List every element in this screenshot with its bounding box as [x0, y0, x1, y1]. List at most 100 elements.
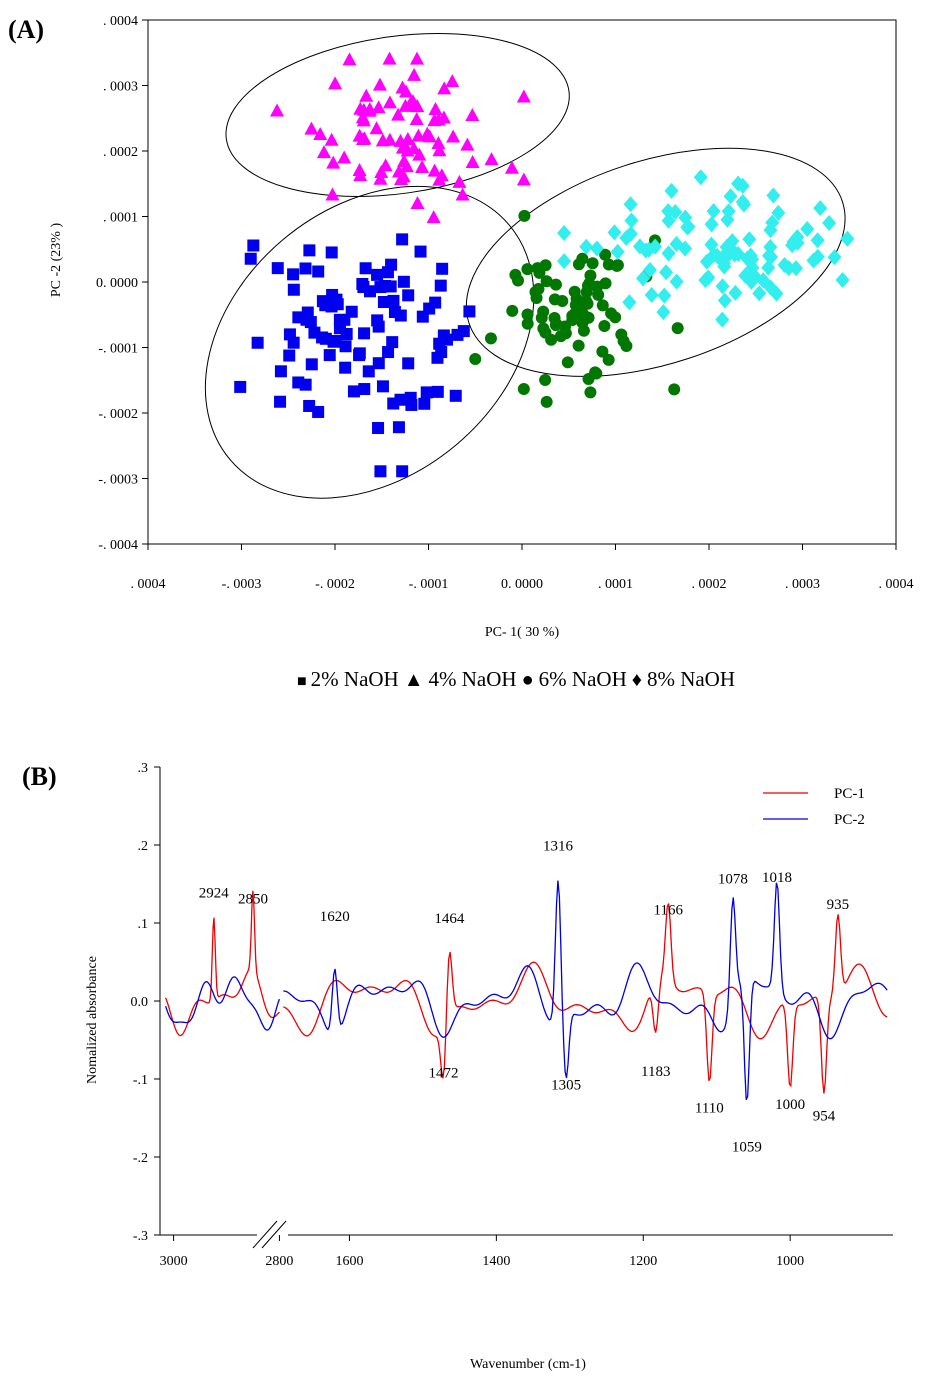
point-6-naoh — [548, 311, 561, 324]
point-2-naoh — [287, 268, 300, 281]
legend-label-8-naoh: 8% NaOH — [647, 667, 735, 691]
point-4-naoh — [427, 163, 442, 177]
point-2-naoh — [387, 397, 400, 410]
peak-label-1059: 1059 — [732, 1140, 762, 1156]
point-4-naoh — [395, 80, 410, 94]
point-8-naoh — [557, 253, 572, 270]
cluster-ellipse-8-naoh — [465, 147, 846, 377]
point-4-naoh — [342, 52, 357, 66]
point-8-naoh — [579, 238, 594, 255]
point-4-naoh — [516, 172, 531, 186]
point-8-naoh — [735, 177, 750, 194]
point-4-naoh — [375, 133, 390, 147]
cluster-ellipses — [204, 33, 846, 499]
point-2-naoh — [287, 336, 300, 349]
point-2-naoh — [312, 265, 325, 278]
point-8-naoh — [644, 286, 659, 303]
point-2-naoh — [371, 268, 384, 281]
point-2-naoh — [405, 398, 418, 411]
point-6-naoh — [539, 373, 552, 386]
point-4-naoh — [455, 187, 470, 201]
point-4-naoh — [328, 76, 343, 90]
point-6-naoh — [571, 303, 584, 316]
point-8-naoh — [589, 240, 604, 257]
point-8-naoh — [835, 272, 850, 289]
series-8-naoh — [557, 169, 855, 328]
x-tick-label: 1400 — [482, 1254, 510, 1269]
panel-a: (A) . 0004 -. 0003 -. 0002 -. 0001 0. 0000. … — [8, 14, 914, 691]
point-6-naoh — [605, 307, 618, 320]
point-6-naoh — [586, 257, 599, 270]
point-8-naoh — [619, 230, 634, 247]
point-8-naoh — [669, 273, 684, 290]
point-4-naoh — [407, 67, 422, 81]
point-8-naoh — [743, 247, 758, 264]
point-2-naoh — [440, 333, 453, 346]
point-8-naoh — [636, 270, 651, 287]
x-tick-label: 1200 — [629, 1254, 657, 1269]
point-8-naoh — [736, 196, 751, 213]
point-6-naoh — [535, 311, 548, 324]
point-8-naoh — [717, 292, 732, 309]
point-4-naoh — [400, 131, 415, 145]
point-6-naoh — [580, 294, 593, 307]
panel-a-label: (A) — [8, 15, 44, 44]
point-2-naoh — [339, 361, 352, 374]
point-6-naoh — [554, 330, 567, 343]
point-8-naoh — [781, 260, 796, 277]
point-8-naoh — [742, 231, 757, 248]
point-6-naoh — [518, 209, 531, 222]
point-2-naoh — [402, 289, 415, 302]
panel-b: (B) .3 .2 .1 0.0 -.1 -.2 -.3 3000 2800 1600 1400 1… — [22, 761, 893, 1372]
point-6-naoh — [599, 248, 612, 261]
point-2-naoh — [418, 397, 431, 410]
y-tick-label: . 0004 — [103, 14, 138, 29]
point-8-naoh — [656, 304, 671, 321]
point-2-naoh — [431, 351, 444, 364]
point-2-naoh — [386, 336, 399, 349]
point-2-naoh — [353, 347, 366, 360]
legend-marker-6-naoh: ● — [517, 669, 539, 691]
point-2-naoh — [316, 331, 329, 344]
point-6-naoh — [584, 386, 597, 399]
point-2-naoh — [372, 320, 385, 333]
point-8-naoh — [704, 236, 719, 253]
peak-label-1620: 1620 — [320, 909, 350, 925]
legend-row: ■ 2% NaOH ▲ 4% NaOH ● 6% NaOH ♦ 8% NaOH — [297, 667, 735, 691]
point-8-naoh — [840, 230, 855, 247]
point-8-naoh — [827, 249, 842, 266]
point-6-naoh — [598, 320, 611, 333]
series-4-naoh — [270, 51, 531, 224]
panel-b-y-ticks: .3 .2 .1 0.0 -.1 -.2 -.3 — [131, 761, 160, 1244]
point-2-naoh — [247, 239, 260, 252]
point-2-naoh — [234, 380, 247, 393]
point-4-naoh — [504, 160, 519, 174]
point-8-naoh — [661, 212, 676, 229]
point-6-naoh — [506, 304, 519, 317]
point-2-naoh — [377, 296, 390, 309]
point-6-naoh — [581, 279, 594, 292]
point-6-naoh — [611, 259, 624, 272]
x-tick-label: 3000 — [160, 1254, 188, 1269]
point-2-naoh — [330, 335, 343, 348]
point-8-naoh — [693, 169, 708, 186]
x-tick-label: 1000 — [776, 1254, 804, 1269]
peak-label-1183: 1183 — [641, 1064, 670, 1080]
point-8-naoh — [763, 222, 778, 239]
point-8-naoh — [752, 285, 767, 302]
y-tick-label: -. 0004 — [98, 538, 138, 553]
point-4-naoh — [465, 155, 480, 169]
point-2-naoh — [358, 383, 371, 396]
point-4-naoh — [378, 158, 393, 172]
point-2-naoh — [323, 349, 336, 362]
point-2-naoh — [305, 358, 318, 371]
x-tick-label: -. 0002 — [315, 577, 355, 592]
series-6-naoh — [469, 209, 684, 408]
point-4-naoh — [484, 152, 499, 166]
panel-b-y-axis-title: Nomalized absorbance — [85, 956, 100, 1084]
point-8-naoh — [715, 311, 730, 328]
point-6-naoh — [549, 278, 562, 291]
point-4-naoh — [446, 129, 461, 143]
point-8-naoh — [678, 209, 693, 226]
point-4-naoh — [400, 143, 415, 157]
